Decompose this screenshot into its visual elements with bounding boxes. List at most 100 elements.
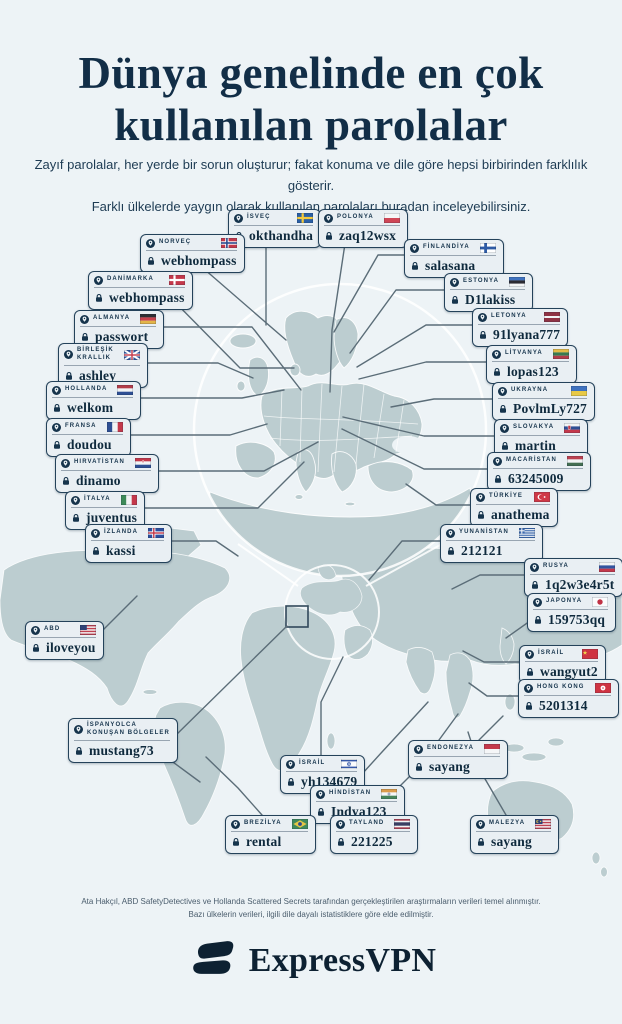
password-text: webhompass <box>109 290 185 305</box>
password-text: 159753qq <box>548 612 606 627</box>
lock-icon <box>80 332 90 342</box>
lock-icon <box>524 701 534 711</box>
password-text: 5201314 <box>539 698 588 713</box>
country-name: ESTONYA <box>463 278 500 285</box>
callout-malaysia: MALEZYA sayang <box>470 815 560 854</box>
callout-password-row: 221225 <box>336 832 410 850</box>
location-pin-icon <box>31 625 40 635</box>
callout-password-row: 91lyana777 <box>478 325 560 343</box>
country-name: İSPANYOLCA KONUŞAN BÖLGELER <box>87 722 170 736</box>
callout-password-row: passwort <box>80 327 156 345</box>
country-name: İSRAİL <box>538 650 565 657</box>
lock-icon <box>316 807 326 817</box>
callout-password-row: lopas123 <box>492 362 569 380</box>
fr-flag-icon <box>101 422 123 432</box>
connector-line-italy <box>139 461 305 509</box>
connector-line-ukraine <box>390 398 493 408</box>
country-name: İTALYA <box>84 496 111 503</box>
callout-uk: BİRLEŞİK KRALLIK ashley <box>58 343 148 388</box>
callout-country-row: HIRVATİSTAN <box>61 458 151 471</box>
callout-italy: İTALYA juventus <box>65 491 146 530</box>
callout-password-row: webhompass <box>94 288 185 306</box>
location-pin-icon <box>414 744 423 754</box>
page-title-line2: kullanılan parolalar <box>114 99 508 150</box>
password-text: D1lakiss <box>465 292 516 307</box>
lt-flag-icon <box>547 349 569 359</box>
country-name: ALMANYA <box>93 315 131 322</box>
location-pin-icon <box>476 492 485 502</box>
lock-icon <box>493 474 503 484</box>
page-title: Dünya genelinde en çok kullanılan parola… <box>0 48 622 152</box>
callout-finland: FİNLANDİYA salasana <box>404 239 504 278</box>
callout-password-row: 159753qq <box>533 610 608 628</box>
connector-line-russia <box>451 574 525 590</box>
callout-country-row: ESTONYA <box>450 277 526 290</box>
callout-country-row: HONG KONG <box>524 683 611 696</box>
connector-line-estonia <box>349 289 445 354</box>
callout-password-row: 212121 <box>446 541 535 559</box>
callout-country-row: DANİMARKA <box>94 275 185 288</box>
callout-brazil: BREZİLYA rental <box>225 815 316 854</box>
callout-greece: YUNANİSTAN 212121 <box>440 524 543 563</box>
se-flag-icon <box>291 213 314 223</box>
callout-password-row: okthandha <box>234 226 313 244</box>
callout-country-row: HOLLANDA <box>52 385 134 398</box>
lock-icon <box>74 746 84 756</box>
location-pin-icon <box>450 277 459 287</box>
location-pin-icon <box>525 649 534 659</box>
location-pin-icon <box>446 528 455 538</box>
ee-flag-icon <box>503 277 526 287</box>
connector-line-norway <box>195 261 287 341</box>
location-pin-icon <box>336 819 345 829</box>
country-name: LİTVANYA <box>505 350 543 357</box>
country-name: UKRAYNA <box>511 387 549 394</box>
attribution-line1: Ata Hakçıl, ABD SafetyDetectives ve Holl… <box>81 897 541 906</box>
lock-icon <box>324 231 334 241</box>
country-name: FRANSA <box>65 423 97 430</box>
location-pin-icon <box>91 528 100 538</box>
lv-flag-icon <box>538 312 561 322</box>
connector-line-lithuania <box>358 361 487 380</box>
lock-icon <box>525 667 535 677</box>
lock-icon <box>476 837 486 847</box>
password-text: rental <box>246 834 282 849</box>
country-name: BREZİLYA <box>244 820 282 827</box>
callout-country-row: ABD <box>31 625 96 638</box>
callout-password-row: kassi <box>91 541 164 559</box>
brand-footer: ExpressVPN <box>0 934 622 987</box>
location-pin-icon <box>493 456 502 466</box>
callout-country-row: İSVEÇ <box>234 213 314 226</box>
connector-line-slovakia <box>342 416 495 437</box>
connector-line-usa <box>99 595 138 634</box>
location-pin-icon <box>234 213 243 223</box>
country-name: POLONYA <box>337 214 374 221</box>
callout-japan: JAPONYA 159753qq <box>527 593 617 632</box>
callout-password-row: D1lakiss <box>450 290 525 308</box>
callout-password-row: anathema <box>476 505 550 523</box>
page-subtitle: Zayıf parolalar, her yerde bir sorun olu… <box>28 154 594 217</box>
location-pin-icon <box>80 314 89 324</box>
callout-password-row: ashley <box>64 366 140 384</box>
pl-flag-icon <box>378 213 400 223</box>
id-flag-icon <box>478 744 501 754</box>
lock-icon <box>52 403 62 413</box>
callout-password-row: wangyut2 <box>525 662 598 680</box>
jp-flag-icon <box>586 597 609 607</box>
callout-password-row: sayang <box>414 757 500 775</box>
country-name: MALEZYA <box>489 820 526 827</box>
lock-icon <box>478 330 488 340</box>
callout-country-row: BİRLEŞİK KRALLIK <box>64 347 140 366</box>
password-text: sayang <box>429 759 470 774</box>
callout-spanish: İSPANYOLCA KONUŞAN BÖLGELER mustang73 <box>68 718 178 763</box>
lock-icon <box>498 404 508 414</box>
country-name: LETONYA <box>491 313 527 320</box>
connector-line-brazil <box>205 756 263 816</box>
in-flag-icon <box>375 789 398 799</box>
callout-password-row: doudou <box>52 435 123 453</box>
connector-line-france <box>119 423 268 436</box>
callout-country-row: ENDONEZYA <box>414 744 501 757</box>
password-text: 91lyana777 <box>493 327 561 342</box>
callout-iceland: İZLANDA kassi <box>85 524 173 563</box>
callout-password-row: welkom <box>52 398 133 416</box>
password-text: salasana <box>425 258 476 273</box>
